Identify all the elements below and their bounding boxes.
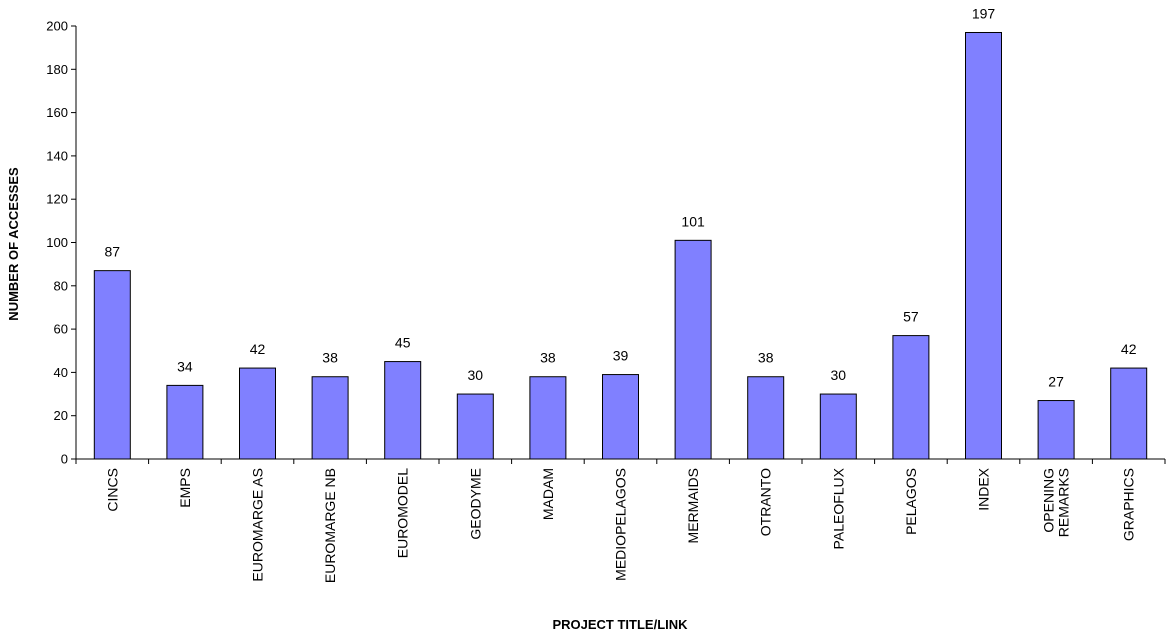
y-tick-label: 140	[46, 148, 68, 163]
bar	[747, 376, 785, 460]
data-label: 27	[1048, 374, 1064, 390]
data-label: 57	[903, 309, 919, 325]
bars	[93, 31, 1148, 460]
y-tick-label: 0	[61, 452, 68, 467]
y-tick-label: 80	[54, 278, 68, 293]
x-axis: CINCS EMPS EUROMARGE AS EUROMARGE NB EUROMOD…	[75, 458, 1166, 583]
category-label: OPENING	[1041, 468, 1057, 533]
category-label: EMPS	[177, 468, 193, 508]
data-label: 30	[831, 367, 847, 383]
bar	[892, 335, 930, 460]
y-tick-label: 200	[46, 19, 68, 34]
y-tick-label: 40	[54, 365, 68, 380]
y-tick-label: 20	[54, 408, 68, 423]
bar	[456, 393, 494, 460]
data-label: 30	[468, 367, 484, 383]
x-axis-title: PROJECT TITLE/LINK	[552, 617, 688, 632]
category-label: INDEX	[976, 467, 992, 510]
category-label: PELAGOS	[903, 468, 919, 535]
data-label: 39	[613, 348, 629, 364]
bar	[93, 270, 131, 460]
data-label: 45	[395, 335, 411, 351]
category-label: CINCS	[104, 468, 120, 512]
bar	[239, 367, 276, 460]
bar	[384, 361, 422, 460]
category-label: MADAM	[540, 468, 556, 520]
data-label: 38	[540, 350, 556, 366]
bar	[819, 393, 857, 460]
bar	[529, 376, 567, 460]
bar	[1110, 367, 1148, 460]
y-tick-label: 120	[46, 192, 68, 207]
category-label: MERMAIDS	[685, 468, 701, 543]
bar	[166, 384, 204, 460]
category-label: MEDIOPELAGOS	[613, 468, 629, 581]
data-label: 42	[250, 341, 266, 357]
bar	[965, 31, 1002, 460]
bar	[674, 239, 712, 460]
data-label: 34	[177, 358, 193, 374]
category-label: EUROMARGE AS	[250, 468, 266, 582]
category-label: OTRANTO	[758, 468, 774, 536]
data-labels: 87 34 42 38 45 30 38 39 101 38 30 57 197 27 42	[105, 5, 1137, 389]
bar	[602, 374, 639, 460]
data-label: 38	[322, 350, 338, 366]
category-label: REMARKS	[1056, 468, 1072, 537]
bar	[1037, 400, 1075, 460]
data-label: 101	[681, 213, 705, 229]
y-axis: 0 20 40 60 80 100 120 140 160 180 200	[46, 19, 77, 467]
category-label: GEODYME	[467, 468, 483, 540]
y-tick-label: 100	[46, 235, 68, 250]
category-label: EUROMARGE NB	[322, 468, 338, 583]
y-tick-label: 160	[46, 105, 68, 120]
data-label: 197	[972, 5, 996, 21]
category-label: PALEOFLUX	[830, 467, 846, 549]
bar	[311, 376, 349, 460]
data-label: 38	[758, 350, 774, 366]
y-axis-title: NUMBER OF ACCESSES	[6, 167, 21, 321]
data-label: 42	[1121, 341, 1137, 357]
data-label: 87	[105, 244, 121, 260]
category-label: EUROMODEL	[395, 468, 411, 558]
y-tick-label: 60	[54, 322, 68, 337]
category-label: GRAPHICS	[1121, 468, 1137, 541]
y-tick-label: 180	[46, 62, 68, 77]
